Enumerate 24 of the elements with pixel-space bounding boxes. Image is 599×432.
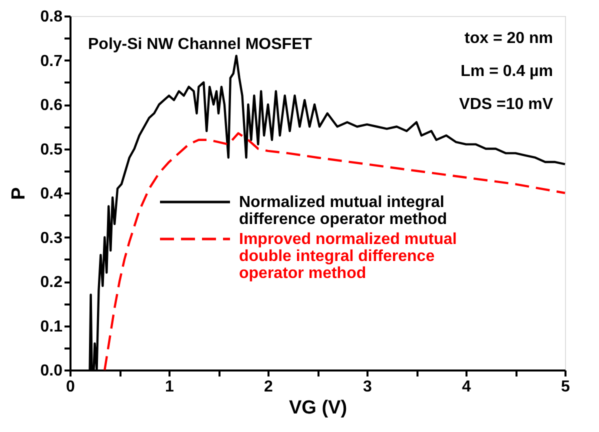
y-axis-title: P: [8, 186, 30, 200]
y-tick-label: 0.3: [40, 230, 63, 247]
y-tick-label: 0.1: [40, 318, 63, 336]
y-tick-label: 0.4: [40, 186, 63, 202]
y-tick-label: 0.7: [40, 52, 63, 70]
line-series: [104, 132, 566, 372]
x-tick-label: 3: [363, 378, 372, 396]
legend-label: Improved normalized mutual double integral difference operator method: [239, 231, 457, 282]
x-axis-title: VG (V): [288, 398, 348, 418]
y-tick-label: 0.2: [40, 274, 63, 291]
x-tick-label: 5: [561, 378, 570, 396]
x-tick-label: 0: [66, 378, 76, 396]
annotation: Poly-Si NW Channel MOSFET: [88, 36, 312, 53]
annotation: VDS =10 mV: [459, 96, 554, 113]
y-tick-label: 0.5: [40, 141, 63, 158]
y-tick-label: 0.6: [40, 97, 63, 114]
annotation: tox = 20 nm: [464, 30, 553, 47]
x-tick-label: 2: [264, 378, 274, 396]
x-tick-label: 1: [165, 378, 174, 396]
annotation: Lm = 0.4 µm: [460, 63, 553, 80]
legend-label: Normalized mutual integral difference operator method: [239, 194, 448, 228]
x-tick-label: 4: [462, 378, 472, 396]
y-tick-label: 0.0: [40, 362, 63, 380]
y-tick-label: 0.8: [40, 8, 63, 26]
